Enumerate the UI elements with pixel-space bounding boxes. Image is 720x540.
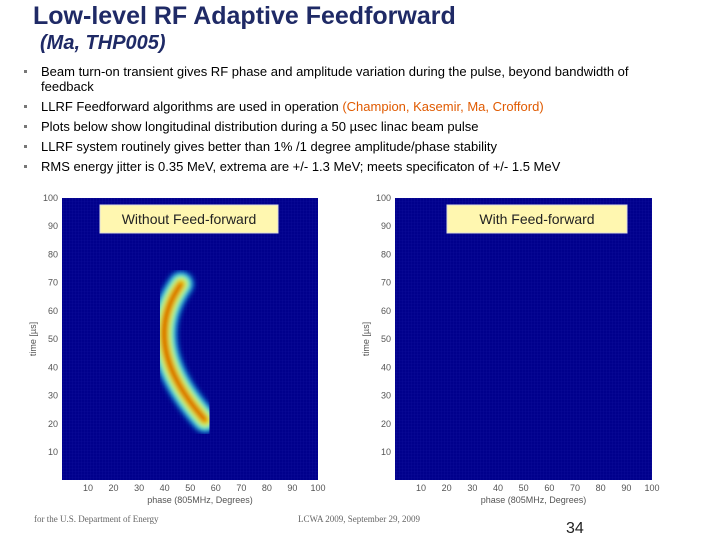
bullet: LLRF system routinely gives better than … (22, 139, 652, 154)
y-axis-label: time [µs] (361, 322, 371, 356)
x-tick-label: 70 (570, 483, 580, 493)
beam-contour (162, 282, 207, 422)
x-tick-label: 20 (442, 483, 452, 493)
bullet: LLRF Feedforward algorithms are used in … (22, 99, 652, 114)
plot-label-box (99, 204, 279, 234)
y-axis-label: time [µs] (28, 322, 38, 356)
x-tick-label: 100 (644, 483, 659, 493)
x-tick-label: 70 (236, 483, 246, 493)
x-tick-label: 90 (621, 483, 631, 493)
x-tick-label: 30 (467, 483, 477, 493)
x-tick-label: 90 (287, 483, 297, 493)
y-tick-label: 10 (48, 447, 58, 457)
x-tick-label: 60 (544, 483, 554, 493)
x-tick-label: 40 (493, 483, 503, 493)
y-tick-label: 50 (48, 334, 58, 344)
plot-label-box (446, 204, 628, 234)
y-tick-label: 90 (48, 221, 58, 231)
title: Low-level RF Adaptive Feedforward (33, 2, 456, 30)
y-tick-label: 80 (48, 249, 58, 259)
y-tick-label: 20 (381, 419, 391, 429)
bullet-text: Beam turn-on transient gives RF phase an… (41, 64, 629, 94)
x-tick-label: 60 (211, 483, 221, 493)
heatmap-mesh (62, 198, 318, 480)
bullet-text: RMS energy jitter is 0.35 MeV, extrema a… (41, 159, 561, 174)
bullet-list: Beam turn-on transient gives RF phase an… (22, 64, 652, 179)
y-tick-label: 90 (381, 221, 391, 231)
x-tick-label: 80 (262, 483, 272, 493)
subtitle: (Ma, THP005) (40, 32, 166, 54)
x-tick-label: 30 (134, 483, 144, 493)
x-axis-label: phase (805MHz, Degrees) (147, 495, 253, 505)
bullet: Plots below show longitudinal distributi… (22, 119, 652, 134)
y-tick-label: 70 (48, 278, 58, 288)
y-tick-label: 30 (381, 391, 391, 401)
y-tick-label: 20 (48, 419, 58, 429)
y-tick-label: 100 (43, 193, 58, 203)
x-tick-label: 50 (185, 483, 195, 493)
page-number: 34 (566, 520, 584, 537)
x-tick-label: 10 (83, 483, 93, 493)
bullet: RMS energy jitter is 0.35 MeV, extrema a… (22, 159, 652, 174)
y-tick-label: 60 (381, 306, 391, 316)
bullet-text: Plots below show longitudinal distributi… (41, 119, 479, 134)
x-tick-label: 10 (416, 483, 426, 493)
bullet-highlight: (Champion, Kasemir, Ma, Crofford) (342, 99, 544, 114)
y-tick-label: 40 (48, 362, 58, 372)
x-tick-label: 20 (109, 483, 119, 493)
bullet-text: LLRF system routinely gives better than … (41, 139, 497, 154)
y-tick-label: 80 (381, 249, 391, 259)
y-tick-label: 60 (48, 306, 58, 316)
footer-center: LCWA 2009, September 29, 2009 (298, 514, 420, 524)
plot-label: With Feed-forward (479, 211, 594, 227)
y-tick-label: 70 (381, 278, 391, 288)
y-tick-label: 10 (381, 447, 391, 457)
y-tick-label: 50 (381, 334, 391, 344)
y-tick-label: 40 (381, 362, 391, 372)
y-tick-label: 30 (48, 391, 58, 401)
x-tick-label: 100 (310, 483, 325, 493)
x-tick-label: 50 (519, 483, 529, 493)
x-axis-label: phase (805MHz, Degrees) (481, 495, 587, 505)
x-tick-label: 40 (160, 483, 170, 493)
x-tick-label: 80 (596, 483, 606, 493)
plot-label: Without Feed-forward (122, 211, 257, 227)
y-tick-label: 100 (376, 193, 391, 203)
footer-left: for the U.S. Department of Energy (34, 514, 159, 524)
beam-distribution (152, 272, 217, 432)
bullet-text: LLRF Feedforward algorithms are used in … (41, 99, 343, 114)
bullet: Beam turn-on transient gives RF phase an… (22, 64, 652, 94)
